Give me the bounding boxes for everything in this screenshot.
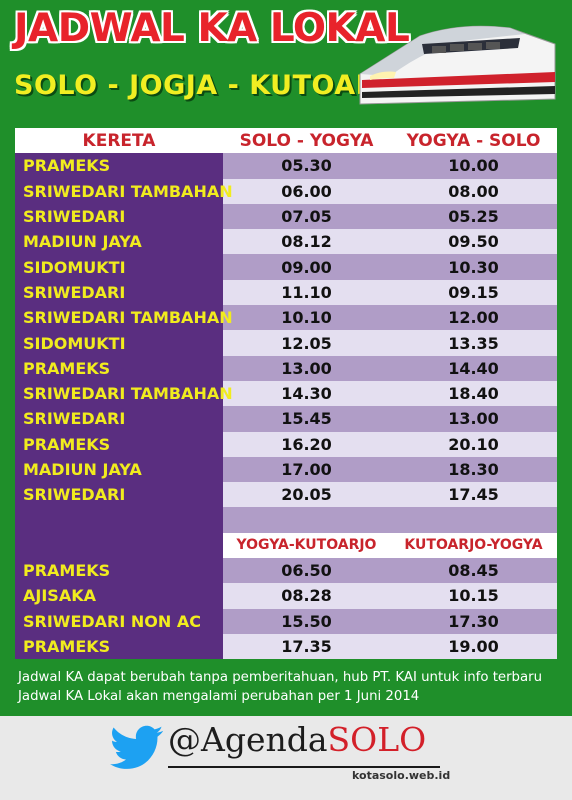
- departure-time: 15.45: [223, 406, 390, 432]
- departure-time: 05.30: [223, 153, 390, 179]
- departure-time: 09.50: [390, 229, 557, 255]
- departure-time: 06.00: [223, 178, 390, 204]
- column-header-yogya-solo: YOGYA - SOLO: [390, 128, 557, 154]
- departure-time: 08.45: [390, 558, 557, 584]
- table-row: MADIUN JAYA 08.12 09.50: [15, 229, 557, 255]
- departure-time: 13.00: [223, 355, 390, 381]
- departure-time: 07.05: [223, 203, 390, 230]
- header: JADWAL KA LOKAL SOLO - JOGJA - KUTOARJO: [0, 0, 572, 122]
- table-spacer-row: [15, 507, 557, 533]
- table-row: SRIWEDARI 07.05 05.25: [15, 203, 557, 230]
- table-row: SRIWEDARI TAMBAHAN 14.30 18.40: [15, 380, 557, 407]
- twitter-handle[interactable]: @AgendaSOLO: [168, 720, 426, 759]
- train-name: PRAMEKS: [15, 558, 223, 584]
- departure-time: 11.10: [223, 279, 390, 306]
- departure-time: 19.00: [390, 633, 557, 660]
- train-name: PRAMEKS: [15, 633, 223, 660]
- page-subtitle: SOLO - JOGJA - KUTOARJO: [14, 70, 411, 101]
- note-line: Jadwal KA Lokal akan mengalami perubahan…: [18, 689, 420, 704]
- train-name: PRAMEKS: [15, 431, 223, 457]
- train-name: SRIWEDARI: [15, 203, 223, 230]
- departure-time: 18.40: [390, 380, 557, 407]
- train-name: SIDOMUKTI: [15, 254, 223, 280]
- train-name: SRIWEDARI TAMBAHAN: [15, 305, 233, 331]
- website-link[interactable]: kotasolo.web.id: [352, 769, 451, 782]
- twitter-bird-icon: [110, 725, 164, 769]
- departure-time: 18.30: [390, 456, 557, 483]
- table-row: SRIWEDARI TAMBAHAN 06.00 08.00: [15, 178, 557, 204]
- departure-time: 06.50: [223, 558, 390, 584]
- table-row: SIDOMUKTI 12.05 13.35: [15, 330, 557, 356]
- departure-time: 10.10: [223, 305, 390, 331]
- table-row: PRAMEKS 16.20 20.10: [15, 431, 557, 457]
- departure-time: 14.30: [223, 380, 390, 407]
- table-row: SRIWEDARI 11.10 09.15: [15, 279, 557, 306]
- departure-time: 10.30: [390, 254, 557, 280]
- train-name: PRAMEKS: [15, 355, 223, 381]
- departure-time: 08.00: [390, 178, 557, 204]
- page-title: JADWAL KA LOKAL: [14, 6, 410, 51]
- table-row: MADIUN JAYA 17.00 18.30: [15, 456, 557, 483]
- table-row: PRAMEKS 05.30 10.00: [15, 153, 557, 179]
- table-row: SRIWEDARI NON AC 15.50 17.30: [15, 608, 557, 634]
- schedule-table: KERETA SOLO - YOGYA YOGYA - SOLO PRAMEKS…: [15, 128, 557, 660]
- train-name: SIDOMUKTI: [15, 330, 223, 356]
- departure-time: 15.50: [223, 608, 390, 634]
- handle-prefix: @Agenda: [168, 720, 328, 759]
- departure-time: 05.25: [390, 203, 557, 230]
- departure-time: 09.00: [223, 254, 390, 280]
- table-row: AJISAKA 08.28 10.15: [15, 583, 557, 609]
- departure-time: 13.00: [390, 406, 557, 432]
- departure-time: 12.05: [223, 330, 390, 356]
- train-name: SRIWEDARI TAMBAHAN: [15, 380, 233, 407]
- column-header-kutoarjo-yogya: KUTOARJO-YOGYA: [390, 532, 557, 559]
- train-name: SRIWEDARI NON AC: [15, 608, 223, 634]
- column-header-kereta: KERETA: [15, 128, 223, 154]
- handle-suffix: SOLO: [327, 720, 427, 759]
- departure-time: 10.15: [390, 583, 557, 609]
- table-row: PRAMEKS 06.50 08.45: [15, 558, 557, 584]
- table-row: PRAMEKS 13.00 14.40: [15, 355, 557, 381]
- table-row: SIDOMUKTI 09.00 10.30: [15, 254, 557, 280]
- train-name: MADIUN JAYA: [15, 456, 223, 483]
- departure-time: 13.35: [390, 330, 557, 356]
- departure-time: 09.15: [390, 279, 557, 306]
- footer: @AgendaSOLO kotasolo.web.id: [0, 716, 572, 800]
- departure-time: 08.12: [223, 229, 390, 255]
- departure-time: 17.35: [223, 633, 390, 660]
- table-header-row: KERETA SOLO - YOGYA YOGYA - SOLO: [15, 128, 557, 154]
- departure-time: 16.20: [223, 431, 390, 457]
- table-row: PRAMEKS 17.35 19.00: [15, 633, 557, 660]
- train-name: PRAMEKS: [15, 153, 223, 179]
- departure-time: 17.30: [390, 608, 557, 634]
- table-row: SRIWEDARI 15.45 13.00: [15, 406, 557, 432]
- column-header-solo-yogya: SOLO - YOGYA: [223, 128, 390, 154]
- notes: Jadwal KA dapat berubah tanpa pemberitah…: [18, 668, 558, 706]
- note-line: Jadwal KA dapat berubah tanpa pemberitah…: [18, 670, 543, 685]
- departure-time: 17.00: [223, 456, 390, 483]
- train-icon: [359, 25, 556, 105]
- train-name: SRIWEDARI: [15, 279, 223, 306]
- departure-time: 17.45: [390, 482, 557, 508]
- train-name: MADIUN JAYA: [15, 229, 223, 255]
- table-subheader-row: YOGYA-KUTOARJO KUTOARJO-YOGYA: [15, 532, 557, 559]
- train-name: AJISAKA: [15, 583, 223, 609]
- table-row: SRIWEDARI TAMBAHAN 10.10 12.00: [15, 305, 557, 331]
- train-name: SRIWEDARI: [15, 406, 223, 432]
- train-name: SRIWEDARI TAMBAHAN: [15, 178, 233, 204]
- departure-time: 10.00: [390, 153, 557, 179]
- departure-time: 08.28: [223, 583, 390, 609]
- departure-time: 20.10: [390, 431, 557, 457]
- column-header-yogya-kutoarjo: YOGYA-KUTOARJO: [223, 532, 390, 559]
- departure-time: 20.05: [223, 482, 390, 508]
- divider: [168, 766, 440, 768]
- train-name: SRIWEDARI: [15, 482, 223, 508]
- departure-time: 12.00: [390, 305, 557, 331]
- departure-time: 14.40: [390, 355, 557, 381]
- table-row: SRIWEDARI 20.05 17.45: [15, 482, 557, 508]
